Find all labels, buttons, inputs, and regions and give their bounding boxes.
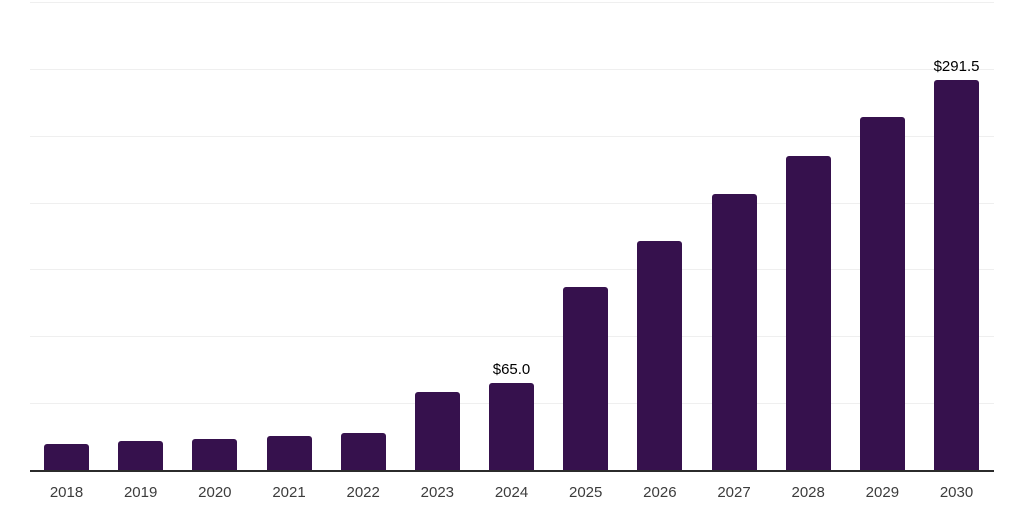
gridline xyxy=(30,269,994,271)
gridline xyxy=(30,336,994,338)
bar-2019 xyxy=(118,440,164,470)
bar-2024 xyxy=(489,383,535,470)
x-tick-label-2029: 2029 xyxy=(865,484,900,501)
bar-2025 xyxy=(563,286,609,470)
bar-2026 xyxy=(637,240,683,470)
x-tick-label-2027: 2027 xyxy=(717,484,751,501)
bar-2028 xyxy=(785,155,831,470)
x-tick-label-2023: 2023 xyxy=(420,484,455,501)
bar-2021 xyxy=(266,436,312,470)
bar-2022 xyxy=(340,432,386,470)
x-tick-label-2024: 2024 xyxy=(494,484,529,501)
gridline xyxy=(30,135,994,137)
bar-2029 xyxy=(859,116,905,470)
x-tick-label-2020: 2020 xyxy=(198,484,232,501)
bar-2030 xyxy=(934,80,980,470)
bar-2018 xyxy=(44,443,89,470)
x-tick-label-2018: 2018 xyxy=(49,484,84,501)
x-axis-line xyxy=(30,470,994,472)
x-tick-label-2026: 2026 xyxy=(643,484,677,501)
x-tick-label-2030: 2030 xyxy=(939,484,974,501)
gridline xyxy=(30,2,994,3)
x-tick-label-2025: 2025 xyxy=(569,484,603,501)
bar-2027 xyxy=(711,193,757,470)
x-tick-label-2028: 2028 xyxy=(791,484,825,501)
data-label-2030: $291.5 xyxy=(933,58,980,76)
data-label-2024: $65.0 xyxy=(492,361,531,379)
x-tick-label-2021: 2021 xyxy=(272,484,306,501)
x-tick-label-2019: 2019 xyxy=(123,484,158,501)
gridline xyxy=(30,68,994,70)
gridline xyxy=(30,202,994,204)
bar-2023 xyxy=(414,391,460,470)
bar-2020 xyxy=(192,438,238,470)
x-tick-label-2022: 2022 xyxy=(346,484,380,501)
